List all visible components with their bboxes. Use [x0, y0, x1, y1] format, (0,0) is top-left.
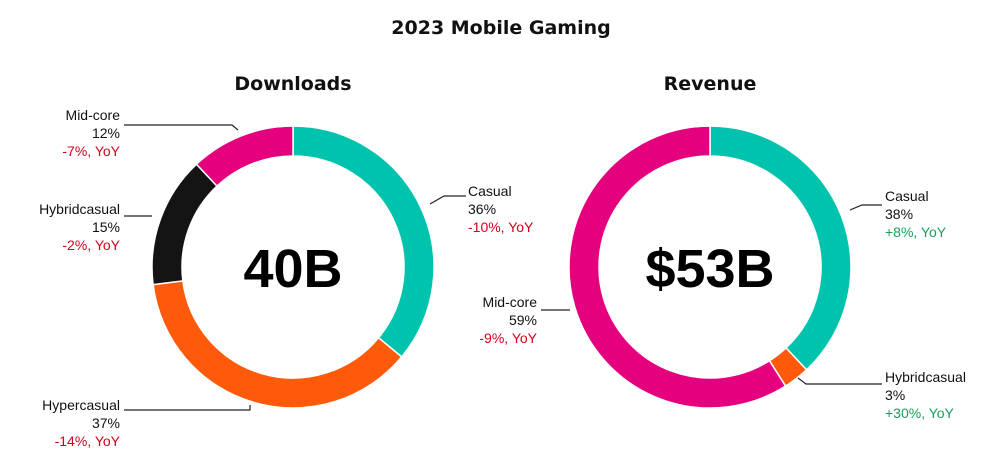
revenue-label-hybridcasual-name: Hybridcasual [885, 369, 966, 385]
revenue-label-mid-core-yoy: -9%, YoY [479, 330, 537, 346]
revenue-label-hybridcasual-yoy: +30%, YoY [885, 405, 955, 421]
chart-title: 2023 Mobile Gaming [391, 17, 610, 39]
downloads-label-hypercasual-yoy: -14%, YoY [55, 433, 121, 449]
revenue-label-hybridcasual-leader [797, 377, 882, 385]
revenue-slice-mid-core [568, 125, 787, 409]
downloads-label-mid-core-yoy: -7%, YoY [62, 143, 120, 159]
downloads-slice-mid-core [195, 125, 294, 188]
downloads-label-mid-core-pct: 12% [92, 125, 120, 141]
downloads-total: 40B [243, 239, 342, 299]
revenue-label-casual-yoy: +8%, YoY [885, 224, 947, 240]
downloads-labels: Casual 36% -10%, YoY Hypercasual 37% -14%, Yo… [39, 107, 534, 449]
revenue-donut [568, 125, 852, 409]
downloads-label-hybridcasual-yoy: -2%, YoY [62, 237, 120, 253]
revenue-label-hybridcasual-pct: 3% [885, 387, 905, 403]
revenue-labels: Casual 38% +8%, YoY Hybridcasual 3% +30%, YoY… [479, 188, 966, 421]
revenue-label-casual-name: Casual [885, 188, 929, 204]
downloads-label-hypercasual-pct: 37% [92, 415, 120, 431]
downloads-label-hypercasual-name: Hypercasual [42, 397, 120, 413]
revenue-total: $53B [645, 239, 774, 299]
downloads-label-hybridcasual-name: Hybridcasual [39, 201, 120, 217]
downloads-label-hybridcasual-pct: 15% [92, 219, 120, 235]
revenue-label-mid-core-name: Mid-core [483, 294, 538, 310]
revenue-subtitle: Revenue [664, 73, 757, 95]
downloads-label-hypercasual-leader [124, 405, 251, 411]
downloads-donut [151, 125, 435, 409]
downloads-label-mid-core-name: Mid-core [66, 107, 121, 123]
revenue-label-casual-leader [849, 204, 882, 211]
downloads-label-casual-name: Casual [468, 183, 512, 199]
downloads-label-casual-pct: 36% [468, 201, 496, 217]
downloads-slice-hypercasual [152, 280, 403, 409]
downloads-slice-hybridcasual [151, 163, 219, 286]
downloads-label-casual-yoy: -10%, YoY [468, 219, 534, 235]
downloads-chart: Downloads 40B Casual 36% -10%, YoY Hypercas… [39, 73, 534, 449]
revenue-label-mid-core-pct: 59% [509, 312, 537, 328]
revenue-label-casual-pct: 38% [885, 206, 913, 222]
downloads-label-mid-core-leader [124, 124, 239, 131]
revenue-chart: Revenue $53B Casual 38% +8%, YoY Hybridcasu… [479, 73, 966, 421]
downloads-subtitle: Downloads [234, 73, 351, 95]
downloads-label-casual-leader [429, 195, 466, 205]
